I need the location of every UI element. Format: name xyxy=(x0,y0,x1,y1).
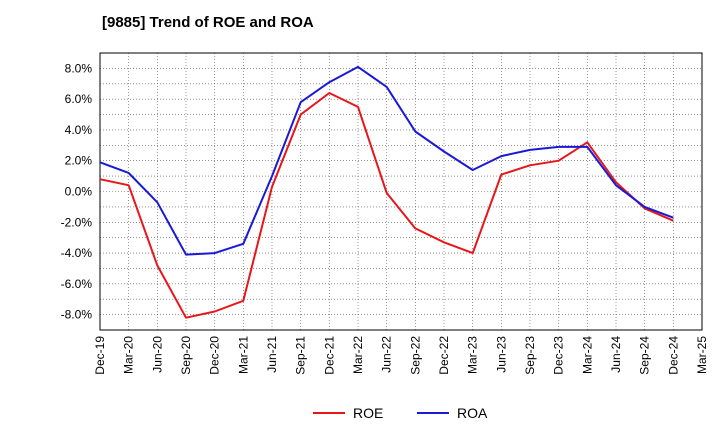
x-tick-label: Dec-24 xyxy=(666,336,680,375)
x-axis: Dec-19 Mar-20 Jun-20 Sep-20 Dec-20 Mar-21 Jun-… xyxy=(93,336,709,375)
y-tick-label: -4.0% xyxy=(61,246,93,260)
x-tick-label: Mar-22 xyxy=(351,336,365,374)
x-tick-label: Dec-20 xyxy=(208,336,222,375)
plot-area xyxy=(99,52,703,331)
x-tick-label: Mar-20 xyxy=(122,336,136,374)
x-tick-label: Mar-25 xyxy=(695,336,709,374)
y-tick-label: 4.0% xyxy=(65,123,93,137)
x-tick-label: Jun-24 xyxy=(609,336,623,373)
legend-label-roa: ROA xyxy=(457,405,488,421)
x-tick-label: Sep-23 xyxy=(523,336,537,375)
y-tick-label: 6.0% xyxy=(65,92,93,106)
chart-title: [9885] Trend of ROE and ROA xyxy=(102,14,314,31)
grid xyxy=(100,53,702,330)
legend: ROE ROA xyxy=(313,405,488,421)
series-line-roa xyxy=(99,65,674,256)
x-tick-label: Sep-20 xyxy=(179,336,193,375)
x-tick-label: Dec-21 xyxy=(322,336,336,375)
x-tick-label: Sep-24 xyxy=(638,336,652,375)
y-tick-label: -6.0% xyxy=(61,277,93,291)
series-line-roe xyxy=(99,92,674,319)
x-tick-label: Jun-21 xyxy=(265,336,279,373)
y-tick-label: 8.0% xyxy=(65,61,93,75)
x-tick-label: Mar-23 xyxy=(466,336,480,374)
y-tick-label: -8.0% xyxy=(61,308,93,322)
x-tick-label: Jun-23 xyxy=(494,336,508,373)
x-tick-label: Dec-23 xyxy=(552,336,566,375)
y-tick-label: 2.0% xyxy=(65,154,93,168)
x-tick-label: Sep-22 xyxy=(408,336,422,375)
y-tick-label: -2.0% xyxy=(61,215,93,229)
y-axis: -8.0% -6.0% -4.0% -2.0% 0.0% 2.0% 4.0% 6.0% 8.0% xyxy=(61,61,93,321)
x-tick-label: Jun-22 xyxy=(380,336,394,373)
x-tick-label: Jun-20 xyxy=(150,336,164,373)
series-lines xyxy=(99,65,674,319)
x-tick-label: Mar-24 xyxy=(580,336,594,374)
x-tick-label: Dec-19 xyxy=(93,336,107,375)
x-tick-label: Dec-22 xyxy=(437,336,451,375)
legend-label-roe: ROE xyxy=(353,405,383,421)
x-tick-label: Sep-21 xyxy=(294,336,308,375)
y-tick-label: 0.0% xyxy=(65,185,93,199)
x-tick-label: Mar-21 xyxy=(236,336,250,374)
